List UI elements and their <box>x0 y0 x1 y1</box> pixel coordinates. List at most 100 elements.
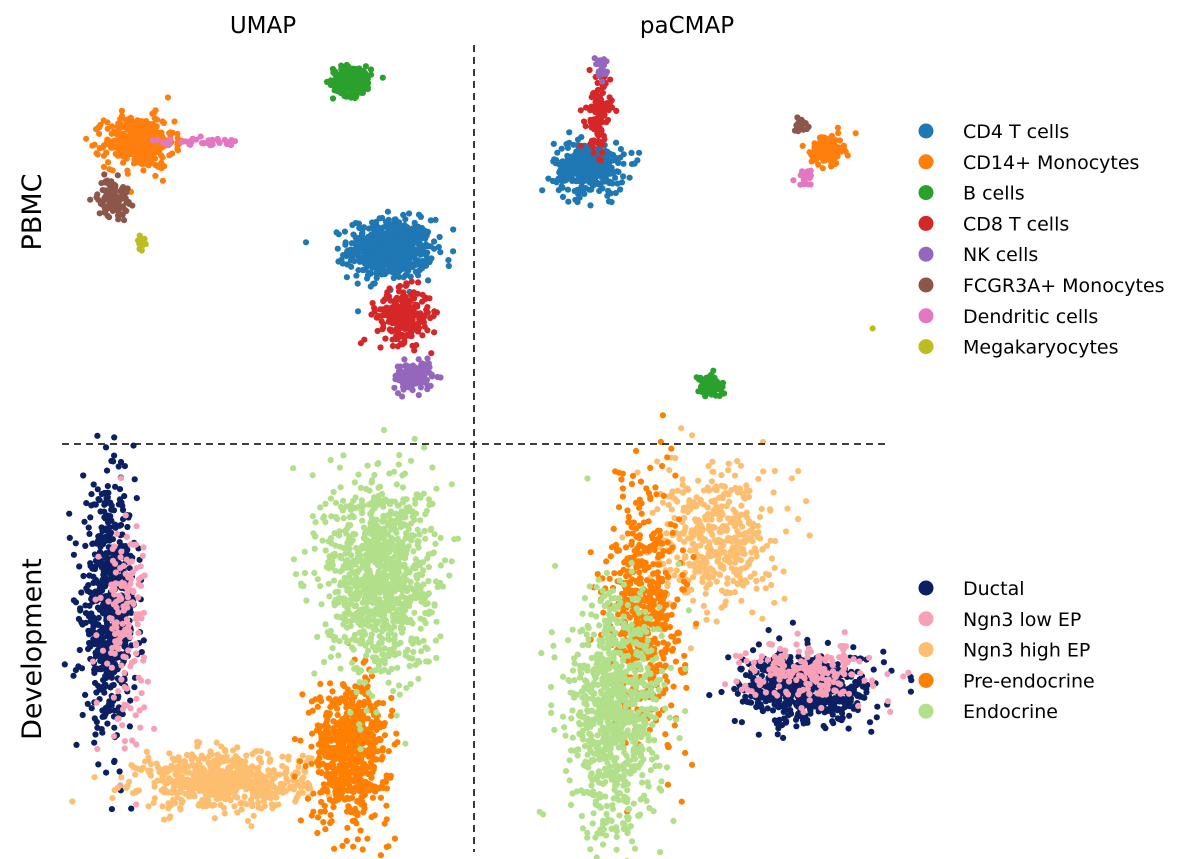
data-point <box>250 812 257 819</box>
data-point <box>597 110 604 117</box>
data-point <box>384 208 391 215</box>
data-point <box>408 278 415 285</box>
data-point <box>151 783 158 790</box>
data-point <box>599 89 607 96</box>
data-point <box>397 340 404 347</box>
data-point <box>334 749 341 756</box>
data-point <box>123 533 130 541</box>
data-point <box>304 780 311 787</box>
data-point <box>349 221 356 229</box>
data-point <box>393 730 400 737</box>
data-point <box>70 597 77 604</box>
data-point <box>140 544 147 551</box>
data-point <box>406 210 413 217</box>
data-point <box>87 514 94 521</box>
data-point <box>383 816 390 823</box>
data-point <box>316 754 323 761</box>
data-point <box>95 761 102 768</box>
data-point <box>104 512 111 519</box>
data-point <box>617 146 625 153</box>
data-point <box>232 753 239 760</box>
data-point <box>330 718 337 725</box>
data-point <box>96 130 103 137</box>
data-point <box>119 722 126 729</box>
data-point <box>116 768 123 775</box>
data-point <box>399 248 406 255</box>
data-point <box>82 610 90 617</box>
data-point <box>358 801 365 808</box>
data-point <box>246 784 253 791</box>
data-point <box>93 699 100 706</box>
data-point <box>385 748 392 755</box>
data-point <box>105 159 112 166</box>
data-point <box>327 457 334 464</box>
data-point <box>334 245 341 252</box>
data-point <box>380 320 387 327</box>
data-point <box>417 251 424 258</box>
data-point <box>400 386 407 393</box>
data-point <box>221 136 228 143</box>
data-point <box>344 787 352 794</box>
data-point <box>66 534 73 542</box>
data-point <box>427 243 434 250</box>
data-point <box>401 356 408 363</box>
data-point <box>75 663 82 670</box>
data-point <box>122 116 129 123</box>
data-point <box>580 118 588 125</box>
data-point <box>92 649 99 656</box>
data-point <box>603 106 611 113</box>
data-point <box>99 654 106 661</box>
data-point <box>127 129 134 136</box>
data-point <box>139 161 146 168</box>
series-cd4-t-cells <box>302 208 457 315</box>
data-point <box>115 216 122 223</box>
data-point <box>308 760 315 767</box>
data-point <box>133 801 140 808</box>
data-point <box>608 97 615 104</box>
data-point <box>596 156 603 163</box>
data-point <box>338 68 345 75</box>
data-point <box>148 126 155 133</box>
data-point <box>104 720 111 727</box>
data-point <box>413 342 420 349</box>
data-point <box>558 145 565 152</box>
data-point <box>113 604 120 611</box>
data-point <box>99 647 107 654</box>
data-point <box>299 691 306 698</box>
data-point <box>112 483 119 490</box>
data-point <box>134 117 141 124</box>
data-point <box>136 707 143 714</box>
data-point <box>574 186 581 194</box>
data-point <box>420 314 427 321</box>
data-point <box>575 173 582 180</box>
data-point <box>364 275 371 282</box>
data-point <box>400 274 407 281</box>
data-point <box>312 519 319 526</box>
data-point <box>371 783 378 790</box>
data-point <box>82 602 89 609</box>
data-point <box>114 127 121 134</box>
data-point <box>108 130 115 137</box>
data-point <box>109 545 116 553</box>
data-point <box>138 677 145 684</box>
data-point <box>587 202 594 209</box>
data-point <box>174 794 181 801</box>
data-point <box>94 724 101 731</box>
data-point <box>89 658 96 665</box>
data-point <box>407 273 414 280</box>
data-point <box>264 750 271 757</box>
data-point <box>376 215 383 222</box>
data-point <box>327 812 334 819</box>
data-point <box>422 361 429 368</box>
data-point <box>409 313 416 320</box>
data-point <box>88 491 95 498</box>
data-point <box>133 642 140 649</box>
data-point <box>191 754 198 761</box>
data-point <box>402 303 409 310</box>
data-point <box>593 139 600 146</box>
data-point <box>317 680 324 688</box>
data-point <box>133 611 140 618</box>
data-point <box>339 260 346 267</box>
data-point <box>133 650 140 657</box>
data-point <box>422 262 430 269</box>
